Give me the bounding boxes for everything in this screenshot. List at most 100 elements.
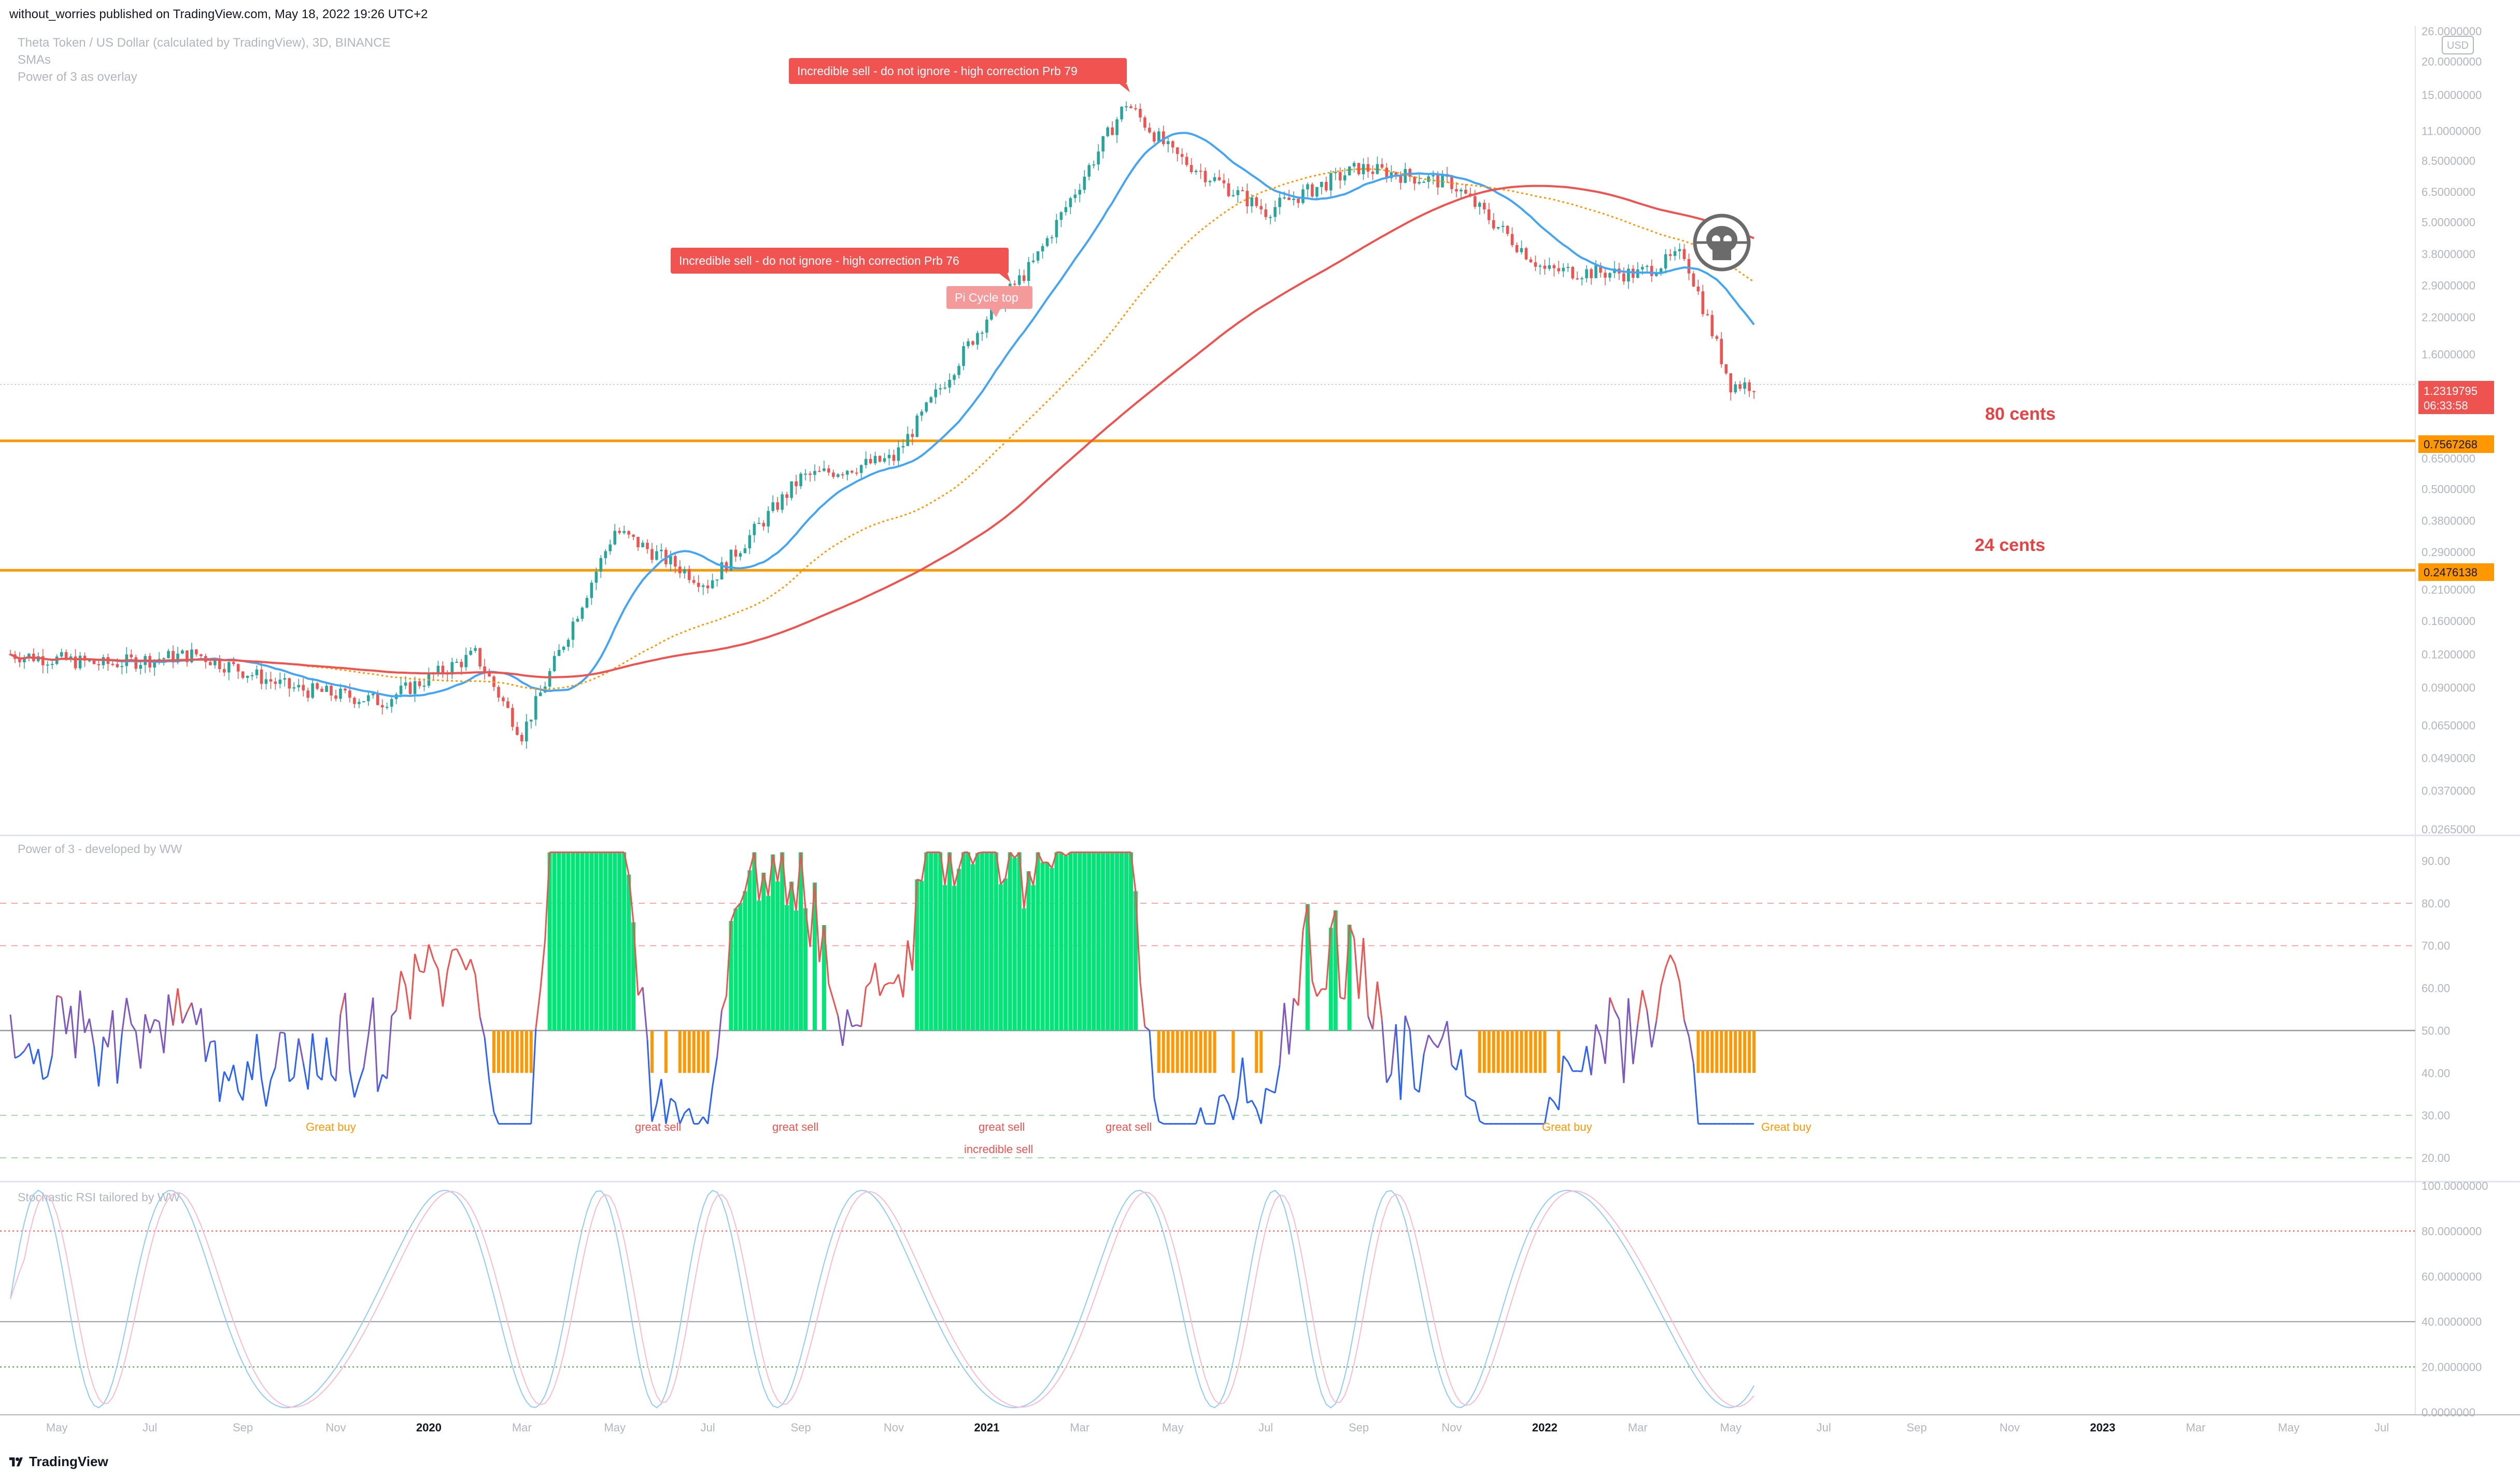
osc-segment xyxy=(1330,910,1337,928)
time-tick-label: May xyxy=(604,1421,626,1434)
candle-body xyxy=(23,657,26,662)
candle-body xyxy=(1273,207,1277,217)
candle-body xyxy=(1576,278,1579,280)
candle-body xyxy=(734,549,738,557)
stoch-tick-label: 40.0000000 xyxy=(2422,1315,2482,1328)
price-tick-label: 0.5000000 xyxy=(2422,482,2475,495)
osc-segment xyxy=(735,903,741,909)
candle-body xyxy=(1153,132,1156,141)
candle-body xyxy=(897,447,900,461)
osc-segment xyxy=(405,985,411,1020)
candle-body xyxy=(576,618,579,622)
callout-incredible-sell-top[interactable]: Incredible sell - do not ignore - high c… xyxy=(789,58,1130,92)
price-tick-label: 2.2000000 xyxy=(2422,311,2475,324)
candle-body xyxy=(1715,336,1719,339)
osc-sell-fill xyxy=(580,852,585,1031)
osc-segment xyxy=(465,959,472,971)
callout-incredible-sell-mid[interactable]: Incredible sell - do not ignore - high c… xyxy=(671,248,1011,282)
candle-body xyxy=(1496,226,1500,229)
candle-body xyxy=(539,692,542,697)
osc-segment xyxy=(47,1055,53,1077)
osc-axis[interactable]: 90.00 80.00 70.00 60.00 50.00 40.00 30.00 20.00 xyxy=(2422,855,2450,1164)
chart-canvas[interactable]: Theta Token / US Dollar (calculated by T… xyxy=(0,0,2520,1443)
time-tick-label: Mar xyxy=(1070,1421,1089,1434)
candle-body xyxy=(855,472,858,474)
osc-sell-fill xyxy=(585,852,589,1031)
candle-body xyxy=(278,679,282,684)
legend-power-of-3[interactable]: Power of 3 as overlay xyxy=(18,70,137,84)
osc-segment xyxy=(1460,1049,1467,1096)
candle-body xyxy=(869,459,872,463)
price-tick-label: 3.8000000 xyxy=(2422,248,2475,261)
osc-segment xyxy=(1302,904,1309,931)
osc-segment xyxy=(702,1116,709,1125)
osc-sell-fill xyxy=(1022,908,1026,1031)
osc-buy-fill xyxy=(1752,1030,1756,1073)
osc-segment xyxy=(535,989,542,1029)
osc-buy-fill xyxy=(683,1030,686,1073)
candle-body xyxy=(1436,175,1439,188)
osc-segment xyxy=(400,971,406,986)
candle-body xyxy=(78,656,82,669)
osc-title[interactable]: Power of 3 - developed by WW xyxy=(18,842,182,856)
candle-body xyxy=(1701,291,1705,315)
osc-sell-fill xyxy=(775,881,780,1031)
osc-segment xyxy=(828,984,834,1000)
footer-brand[interactable]: TradingView xyxy=(29,1454,108,1469)
candle-body xyxy=(641,543,644,547)
candle-body xyxy=(385,706,389,708)
osc-segment xyxy=(377,1074,384,1092)
candle-body xyxy=(246,675,249,678)
osc-buy-fill xyxy=(1478,1030,1481,1073)
candle-body xyxy=(1106,127,1109,136)
legend-smas[interactable]: SMAs xyxy=(18,53,51,67)
candle-body xyxy=(771,502,775,511)
osc-segment xyxy=(1241,1057,1248,1103)
candle-body xyxy=(1269,217,1272,218)
osc-tick-label: 80.00 xyxy=(2422,897,2450,910)
time-tick-label: 2021 xyxy=(974,1421,999,1434)
osc-segment xyxy=(191,1002,197,1025)
osc-segment xyxy=(1655,986,1662,1022)
candle-body xyxy=(1283,197,1286,199)
candle-body xyxy=(813,471,816,475)
candle-body xyxy=(362,701,365,703)
price-axis[interactable]: 26.0000000 20.0000000 15.0000000 11.0000000… xyxy=(2422,25,2482,836)
osc-segment xyxy=(1358,938,1365,999)
osc-segment xyxy=(865,982,871,988)
osc-segment xyxy=(228,1064,235,1082)
osc-segment xyxy=(1311,981,1318,997)
osc-segment xyxy=(15,1055,20,1059)
usd-badge[interactable]: USD xyxy=(2442,36,2474,54)
osc-sell-fill xyxy=(617,852,622,1031)
osc-buy-fill xyxy=(1748,1030,1751,1073)
candle-body xyxy=(41,656,45,665)
time-tick-label: Jul xyxy=(1817,1421,1831,1434)
callout-pi-cycle[interactable]: Pi Cycle top xyxy=(946,286,1032,317)
osc-segment xyxy=(967,852,974,865)
osc-segment xyxy=(1200,1107,1206,1124)
candle-body xyxy=(1227,183,1230,196)
osc-buy-fill xyxy=(1538,1030,1542,1073)
osc-buy-fill xyxy=(1213,1030,1216,1073)
osc-buy-fill xyxy=(1190,1030,1193,1073)
osc-segment xyxy=(1446,1021,1453,1066)
candle-body xyxy=(1255,197,1258,206)
candle-body xyxy=(260,669,263,684)
candle-body xyxy=(1696,286,1700,292)
time-axis[interactable]: May Jul Sep Nov 2020 Mar May Jul Sep Nov 2021 Mar Ma… xyxy=(46,1421,2389,1434)
time-tick-label: May xyxy=(46,1421,68,1434)
legend-symbol[interactable]: Theta Token / US Dollar (calculated by T… xyxy=(18,36,390,50)
osc-segment xyxy=(363,1035,370,1068)
candle-body xyxy=(274,681,277,684)
stoch-axis[interactable]: 100.0000000 80.0000000 60.0000000 40.000000… xyxy=(2422,1180,2488,1419)
candle-body xyxy=(422,686,426,687)
candle-body xyxy=(883,458,886,462)
candle-body xyxy=(646,543,649,549)
candle-body xyxy=(818,471,821,472)
osc-segment xyxy=(1386,1073,1392,1083)
candle-body xyxy=(348,690,351,698)
osc-segment xyxy=(372,997,379,1092)
osc-segment xyxy=(1627,998,1634,1064)
candle-body xyxy=(1460,190,1463,192)
